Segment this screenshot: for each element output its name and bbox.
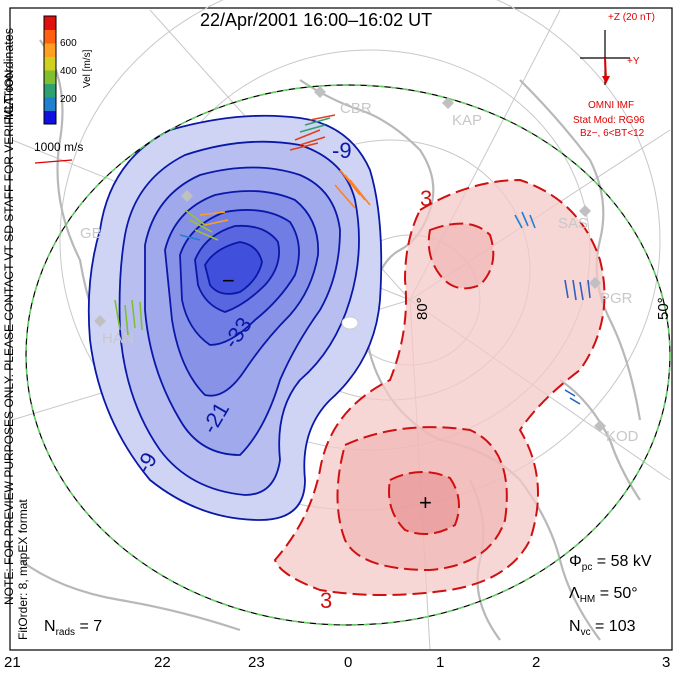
- station-markers: [94, 86, 606, 432]
- contour-label-pos-top: 3: [420, 186, 433, 211]
- phi-value: = 58 kV: [596, 553, 652, 570]
- mlt-tick-2: 2: [532, 654, 541, 671]
- lambda-symbol: Λ: [569, 585, 580, 602]
- colorbar-tick-200: 200: [60, 94, 77, 105]
- mlt-tick-22: 22: [154, 654, 171, 671]
- negative-potential-cell: [87, 114, 383, 521]
- mlt-tick-1: 1: [436, 654, 445, 671]
- station-kap: KAP: [452, 112, 483, 129]
- imf-source: OMNI IMF: [588, 100, 635, 111]
- nvc-value: = 103: [595, 618, 636, 635]
- nrads-symbol: N: [44, 618, 56, 635]
- potential-maximum-marker: +: [419, 490, 432, 515]
- pole-marker: [341, 316, 359, 330]
- lambda-sub: HM: [579, 594, 596, 606]
- colorbar-swatch: [44, 70, 56, 84]
- latitude-label-80: 80°: [414, 297, 431, 320]
- station-kod: KOD: [606, 428, 639, 445]
- hm-boundary-green: [25, 84, 671, 626]
- colorbar-swatch: [44, 29, 56, 44]
- station-sas: SAS: [558, 215, 589, 232]
- potential-minimum-marker: −: [222, 268, 235, 293]
- hm-latitude: ΛHM = 50°: [569, 585, 638, 605]
- colorbar-swatch: [44, 110, 56, 125]
- station-gb: GB: [80, 225, 102, 242]
- nrads-sub: rads: [55, 627, 76, 639]
- vector-scale-label: 1000 m/s: [34, 140, 84, 154]
- map-title: 22/Apr/2001 16:00–16:02 UT: [200, 10, 433, 30]
- positive-potential-cell: [273, 178, 606, 596]
- radar-count: Nrads = 7: [44, 618, 102, 638]
- colorbar-tick-400: 400: [60, 66, 77, 77]
- mlt-tick-3: 3: [662, 654, 671, 671]
- imf-z-label: +Z (20 nT): [608, 12, 655, 23]
- scale-arrow: [34, 159, 73, 164]
- nvc-symbol: N: [569, 618, 581, 635]
- imf-vector-head: [602, 76, 610, 84]
- velocity-vectors: [114, 114, 591, 405]
- mlt-tick-21: 21: [4, 654, 21, 671]
- colorbar-swatch: [44, 97, 56, 111]
- vector-count: Nvc = 103: [569, 618, 636, 638]
- mlt-tick-0: 0: [344, 654, 353, 671]
- preview-note: NOTE: FOR PREVIEW PURPOSES ONLY. PLEASE …: [2, 66, 16, 605]
- fit-order-note: FitOrder: 8, mapEX format: [16, 499, 30, 640]
- colorbar-border: [43, 15, 57, 125]
- imf-y-label: +Y: [627, 56, 640, 67]
- contour-label-pos-bottom: 3: [320, 588, 333, 613]
- imf-model: Stat Mod: RG96: [573, 115, 645, 126]
- colorbar-tick-600: 600: [60, 38, 77, 49]
- cross-polar-potential: Φpc = 58 kV: [569, 553, 651, 573]
- colorbar-label: Vel [m/s]: [82, 49, 93, 88]
- velocity-colorbar: [43, 15, 57, 125]
- contour-label-top: -9: [332, 138, 352, 163]
- colorbar-swatch: [44, 83, 56, 98]
- station-han: HAN: [102, 330, 134, 347]
- imf-condition: Bz−, 6<BT<12: [580, 128, 645, 139]
- colorbar-swatch: [44, 43, 56, 57]
- nrads-value: = 7: [79, 618, 103, 635]
- phi-sub: pc: [581, 562, 593, 574]
- mlt-tick-23: 23: [248, 654, 265, 671]
- phi-symbol: Φ: [569, 553, 582, 570]
- station-pgr: PGR: [600, 290, 633, 307]
- nvc-sub: vc: [580, 627, 591, 639]
- station-cbr: CBR: [340, 100, 372, 117]
- lambda-value: = 50°: [599, 585, 638, 602]
- colorbar-swatch: [44, 56, 56, 71]
- latitude-label-50: 50°: [655, 297, 672, 320]
- colorbar-swatch: [44, 16, 56, 30]
